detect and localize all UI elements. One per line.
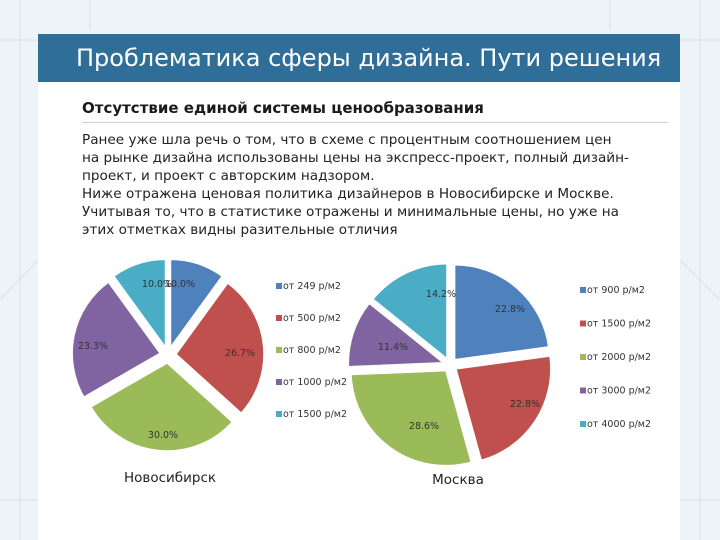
legend-entry: от 2000 р/м2 [587, 352, 651, 363]
section-subtitle: Отсутствие единой системы ценообразовани… [82, 99, 484, 117]
pie-slice [174, 281, 265, 415]
data-label: 10.0% [142, 279, 172, 290]
legend-entry: от 800 р/м2 [283, 345, 341, 356]
data-label: 30.0% [148, 430, 178, 441]
legend-swatch [276, 347, 282, 353]
data-label: 22.8% [510, 399, 540, 410]
data-label: 26.7% [225, 348, 255, 359]
page-title: Проблематика сферы дизайна. Пути решения [76, 44, 662, 72]
legend-entry: от 1000 р/м2 [283, 377, 347, 388]
pie-slice [371, 262, 448, 361]
pie-slice [453, 263, 550, 361]
paragraph-line: на рынке дизайна использованы цены на эк… [82, 150, 629, 166]
legend-swatch [276, 379, 282, 385]
legend-swatch [580, 320, 586, 327]
chart-title: Новосибирск [124, 470, 216, 486]
chart-title: Москва [432, 472, 484, 488]
legend-entry: от 4000 р/м2 [587, 419, 651, 430]
data-label: 10.0% [165, 279, 195, 290]
data-label: 28.6% [409, 421, 439, 432]
legend-swatch [580, 354, 586, 360]
paragraph-line: проект, и проект с авторским надзором. [82, 168, 375, 184]
legend-entry: от 500 р/м2 [283, 313, 341, 324]
legend-entry: от 1500 р/м2 [587, 319, 651, 330]
paragraph: Ранее уже шла речь о том, что в схеме с … [82, 131, 682, 239]
legend-entry: от 249 р/м2 [283, 281, 341, 292]
data-label: 14.2% [426, 289, 456, 300]
pie-slice [112, 258, 167, 350]
paragraph-line: Ниже отражена ценовая политика дизайнеро… [82, 186, 614, 202]
paragraph-line: Учитывая то, что в статистике отражены и… [82, 204, 619, 220]
title-bar: Проблематика сферы дизайна. Пути решения [38, 34, 680, 82]
legend-swatch [276, 283, 282, 289]
paragraph-line: Ранее уже шла речь о том, что в схеме с … [82, 132, 612, 148]
legend-swatch [276, 315, 282, 321]
pie-slice [454, 355, 552, 462]
legend-swatch [580, 421, 586, 427]
legend-entry: от 900 р/м2 [587, 285, 645, 296]
legend-swatch [580, 287, 586, 293]
pie-slice [169, 258, 224, 350]
pie-slice [347, 302, 446, 368]
pie-slice [71, 281, 162, 399]
legend-swatch [276, 411, 282, 417]
data-label: 23.3% [78, 341, 108, 352]
data-label: 22.8% [495, 304, 525, 315]
legend-swatch [580, 387, 586, 394]
subtitle-divider [82, 122, 668, 123]
pie-slice [350, 369, 473, 467]
legend-entry: от 3000 р/м2 [587, 386, 651, 397]
legend-entry: от 1500 р/м2 [283, 409, 347, 420]
data-label: 11.4% [378, 342, 408, 353]
paragraph-line: этих отметках видны разительные отличия [82, 222, 398, 238]
pie-slice [89, 362, 234, 452]
